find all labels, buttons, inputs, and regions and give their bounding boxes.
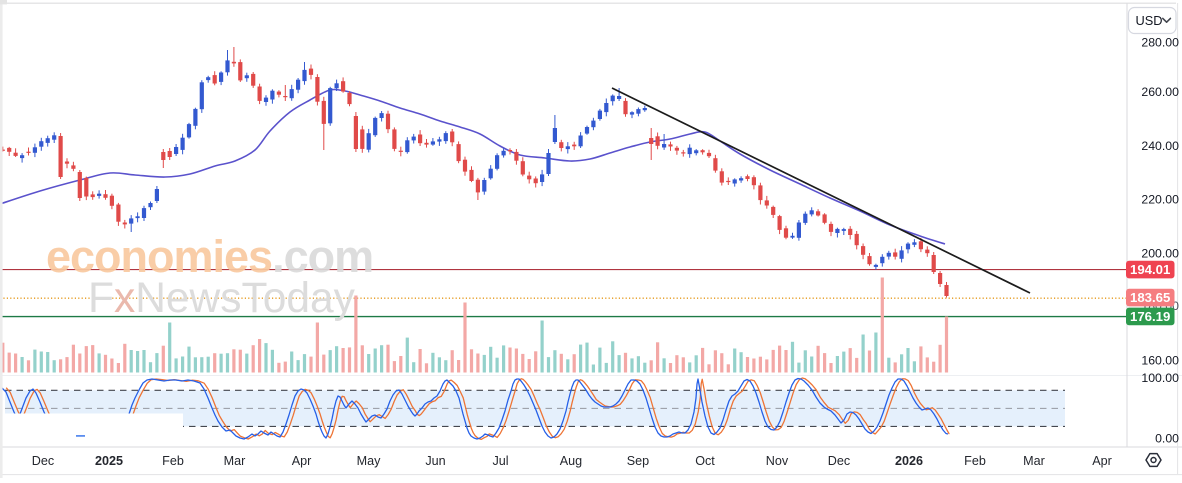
svg-text:Feb: Feb — [964, 454, 986, 468]
svg-text:Jul: Jul — [492, 454, 508, 468]
svg-text:Dec: Dec — [32, 454, 54, 468]
svg-text:220.00: 220.00 — [1141, 193, 1179, 207]
svg-text:Apr: Apr — [292, 454, 312, 468]
svg-text:160.00: 160.00 — [1141, 353, 1179, 367]
svg-text:100.00: 100.00 — [1141, 371, 1179, 385]
svg-text:Mar: Mar — [1023, 454, 1045, 468]
svg-text:economies.com: economies.com — [46, 231, 373, 282]
svg-text:Jun: Jun — [425, 454, 445, 468]
svg-text:Sep: Sep — [627, 454, 649, 468]
svg-text:194.01: 194.01 — [1130, 262, 1170, 277]
svg-text:Apr: Apr — [1092, 454, 1112, 468]
svg-text:183.65: 183.65 — [1130, 290, 1170, 305]
svg-text:Dec: Dec — [828, 454, 850, 468]
svg-text:Nov: Nov — [766, 454, 789, 468]
svg-text:May: May — [357, 454, 381, 468]
svg-text:240.00: 240.00 — [1141, 139, 1179, 153]
svg-text:Mar: Mar — [224, 454, 246, 468]
svg-text:Oct: Oct — [695, 454, 715, 468]
svg-text:176.19: 176.19 — [1130, 309, 1170, 324]
svg-text:2026: 2026 — [895, 454, 923, 468]
svg-text:200.00: 200.00 — [1141, 247, 1179, 261]
svg-text:280.00: 280.00 — [1141, 35, 1179, 49]
svg-text:2025: 2025 — [95, 454, 123, 468]
svg-text:USD: USD — [1136, 13, 1163, 28]
svg-text:260.00: 260.00 — [1141, 85, 1179, 99]
svg-text:FxNewsToday: FxNewsToday — [88, 275, 356, 322]
svg-text:Aug: Aug — [560, 454, 582, 468]
svg-text:0.00: 0.00 — [1155, 432, 1179, 446]
svg-text:Feb: Feb — [162, 454, 184, 468]
